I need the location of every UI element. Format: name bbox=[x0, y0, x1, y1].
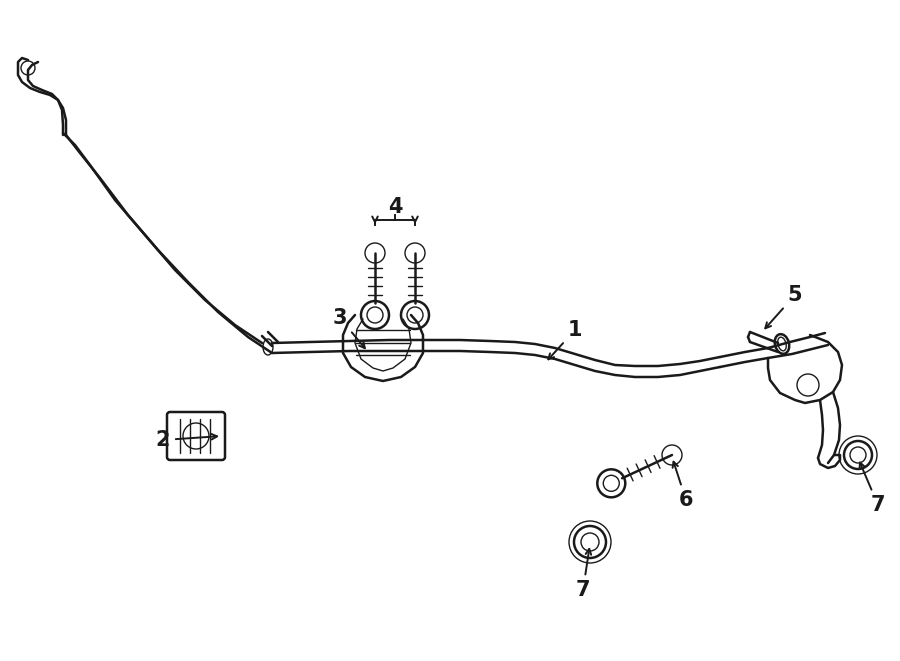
Text: 5: 5 bbox=[765, 285, 802, 329]
Text: 1: 1 bbox=[548, 320, 582, 360]
Text: 2: 2 bbox=[156, 430, 217, 450]
Text: 3: 3 bbox=[333, 308, 364, 348]
Text: 6: 6 bbox=[672, 462, 693, 510]
Text: 7: 7 bbox=[576, 549, 591, 600]
Text: 4: 4 bbox=[388, 197, 402, 217]
FancyBboxPatch shape bbox=[167, 412, 225, 460]
Text: 7: 7 bbox=[860, 463, 886, 515]
